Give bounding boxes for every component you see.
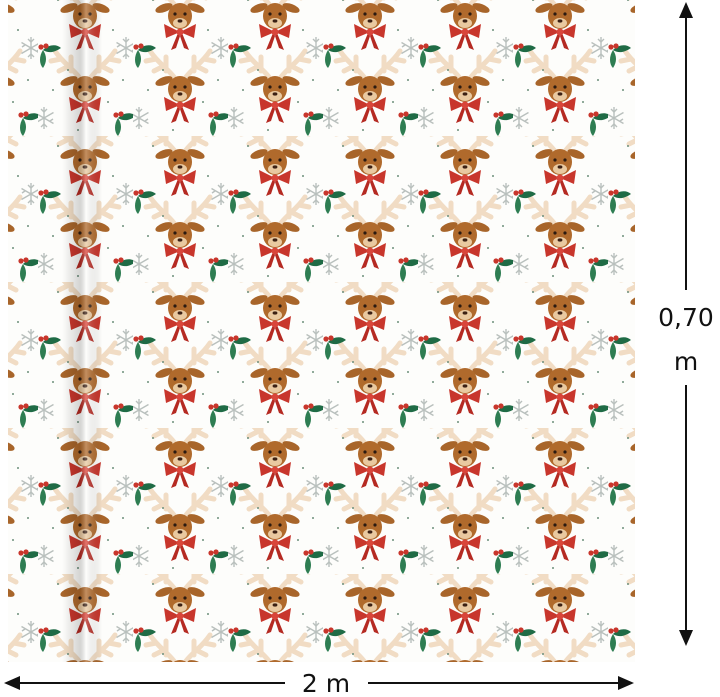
wrapping-paper (8, 0, 635, 662)
height-unit: m (674, 347, 698, 376)
roll-edge-shade (62, 0, 102, 662)
height-value: 0,70 (658, 303, 714, 332)
width-label: 2 m (302, 669, 350, 697)
